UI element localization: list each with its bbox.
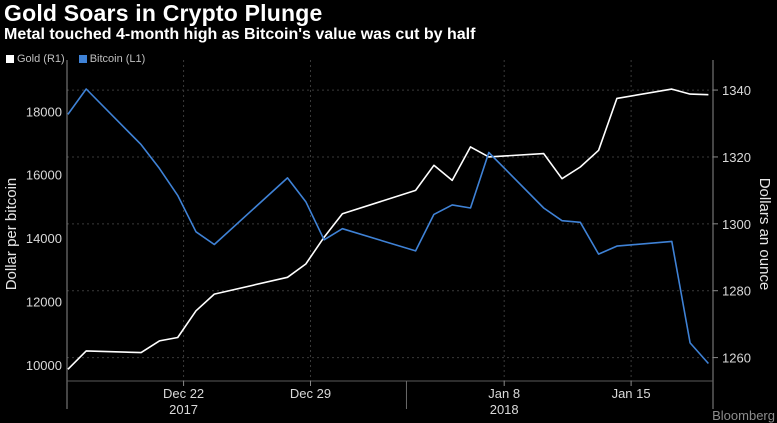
left-axis-title: Dollar per bitcoin [3,178,20,291]
series-layer [68,89,709,369]
left-tick-label: 10000 [26,358,62,373]
left-tick-label: 18000 [26,104,62,119]
bitcoin-series-line [68,89,709,364]
axis-layer: 10000 12000 14000 16000 18000 1260 1280 1300 132… [26,60,751,417]
x-tick-label: Jan 15 [612,386,651,401]
x-year-label: 2018 [490,402,519,417]
x-tick-label: Dec 22 [163,386,204,401]
left-tick-label: 16000 [26,168,62,183]
right-tick-label: 1300 [722,217,751,232]
gold-series-line [68,89,709,369]
x-tick-label: Jan 8 [488,386,520,401]
x-year-label: 2017 [169,402,198,417]
x-tick-label: Dec 29 [290,386,331,401]
grid-layer [67,60,713,381]
right-tick-label: 1340 [722,83,751,98]
left-tick-label: 12000 [26,295,62,310]
source-footer: Bloomberg [712,408,775,423]
right-tick-label: 1280 [722,284,751,299]
right-axis-title: Dollars an ounce [756,178,773,291]
right-tick-label: 1320 [722,150,751,165]
left-tick-label: 14000 [26,231,62,246]
right-tick-label: 1260 [722,351,751,366]
